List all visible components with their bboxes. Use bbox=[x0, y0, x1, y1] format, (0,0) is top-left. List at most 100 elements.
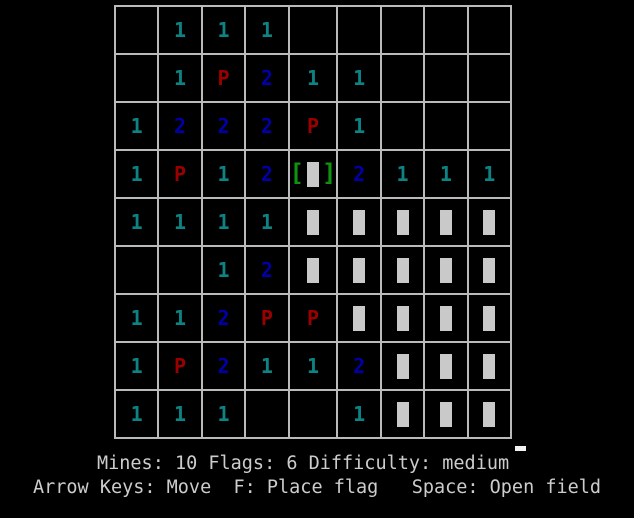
flag-marker: P bbox=[174, 354, 187, 378]
cell-r4c7[interactable]: 1 bbox=[381, 151, 424, 197]
cell-r1c5[interactable] bbox=[289, 7, 337, 53]
cell-r9c4[interactable] bbox=[246, 391, 288, 437]
cell-r4c6[interactable]: 2 bbox=[338, 151, 380, 197]
cell-r4c1[interactable]: 1 bbox=[116, 151, 158, 197]
cell-r3c2[interactable]: 2 bbox=[159, 103, 201, 149]
unopened-block bbox=[483, 257, 496, 283]
mine-count-1: 1 bbox=[353, 66, 366, 90]
cell-r5c7[interactable] bbox=[381, 199, 424, 245]
cell-r7c7[interactable] bbox=[381, 295, 424, 341]
cell-r8c6[interactable]: 2 bbox=[338, 343, 380, 389]
cell-r6c9[interactable] bbox=[468, 247, 510, 293]
cell-r2c9[interactable] bbox=[468, 55, 510, 101]
cell-r2c8[interactable] bbox=[425, 55, 467, 101]
cell-r6c2[interactable] bbox=[159, 247, 201, 293]
cell-r1c7[interactable] bbox=[381, 7, 424, 53]
cell-r8c7[interactable] bbox=[381, 343, 424, 389]
cell-r6c3[interactable]: 1 bbox=[202, 247, 245, 293]
cell-r4c8[interactable]: 1 bbox=[425, 151, 467, 197]
cell-r6c6[interactable] bbox=[338, 247, 380, 293]
cell-r1c1[interactable] bbox=[116, 7, 158, 53]
cell-r8c1[interactable]: 1 bbox=[116, 343, 158, 389]
cell-r3c9[interactable] bbox=[468, 103, 510, 149]
cell-r4c3[interactable]: 1 bbox=[202, 151, 245, 197]
cell-r7c8[interactable] bbox=[425, 295, 467, 341]
cell-r3c4[interactable]: 2 bbox=[246, 103, 288, 149]
cell-r6c4[interactable]: 2 bbox=[246, 247, 288, 293]
cell-r7c5[interactable]: P bbox=[289, 295, 337, 341]
cell-r2c3[interactable]: P bbox=[202, 55, 245, 101]
cell-r9c3[interactable]: 1 bbox=[202, 391, 245, 437]
cell-r8c4[interactable]: 1 bbox=[246, 343, 288, 389]
cell-r8c9[interactable] bbox=[468, 343, 510, 389]
cell-r2c1[interactable] bbox=[116, 55, 158, 101]
cell-r3c6[interactable]: 1 bbox=[338, 103, 380, 149]
cell-r2c7[interactable] bbox=[381, 55, 424, 101]
cell-r9c7[interactable] bbox=[381, 391, 424, 437]
cell-r4c9[interactable]: 1 bbox=[468, 151, 510, 197]
unopened-block bbox=[353, 305, 366, 331]
cell-r4c2[interactable]: P bbox=[159, 151, 201, 197]
cell-r2c4[interactable]: 2 bbox=[246, 55, 288, 101]
cell-r5c1[interactable]: 1 bbox=[116, 199, 158, 245]
cell-r6c1[interactable] bbox=[116, 247, 158, 293]
unopened-block bbox=[439, 209, 452, 235]
cell-r8c2[interactable]: P bbox=[159, 343, 201, 389]
cell-r1c6[interactable] bbox=[338, 7, 380, 53]
cell-r8c3[interactable]: 2 bbox=[202, 343, 245, 389]
cell-r5c5[interactable] bbox=[289, 199, 337, 245]
cell-r6c8[interactable] bbox=[425, 247, 467, 293]
mine-count-1: 1 bbox=[260, 210, 273, 234]
cell-r4c5[interactable]: [] bbox=[289, 151, 337, 197]
cell-r5c9[interactable] bbox=[468, 199, 510, 245]
cell-r3c8[interactable] bbox=[425, 103, 467, 149]
mine-count-1: 1 bbox=[174, 306, 187, 330]
cell-r2c5[interactable]: 1 bbox=[289, 55, 337, 101]
cell-r1c3[interactable]: 1 bbox=[202, 7, 245, 53]
cell-r3c1[interactable]: 1 bbox=[116, 103, 158, 149]
cell-r5c6[interactable] bbox=[338, 199, 380, 245]
cell-r9c8[interactable] bbox=[425, 391, 467, 437]
cell-r9c1[interactable]: 1 bbox=[116, 391, 158, 437]
cell-r3c7[interactable] bbox=[381, 103, 424, 149]
cell-r5c3[interactable]: 1 bbox=[202, 199, 245, 245]
cell-r6c5[interactable] bbox=[289, 247, 337, 293]
unopened-block bbox=[307, 257, 319, 283]
cell-r9c9[interactable] bbox=[468, 391, 510, 437]
cell-r2c6[interactable]: 1 bbox=[338, 55, 380, 101]
flag-marker: P bbox=[306, 114, 320, 138]
cell-r1c2[interactable]: 1 bbox=[159, 7, 201, 53]
cell-r1c9[interactable] bbox=[468, 7, 510, 53]
cell-r8c8[interactable] bbox=[425, 343, 467, 389]
cell-r7c2[interactable]: 1 bbox=[159, 295, 201, 341]
cell-r7c4[interactable]: P bbox=[246, 295, 288, 341]
cell-r5c4[interactable]: 1 bbox=[246, 199, 288, 245]
unopened-block bbox=[483, 209, 496, 235]
cell-r9c2[interactable]: 1 bbox=[159, 391, 201, 437]
cell-r4c4[interactable]: 2 bbox=[246, 151, 288, 197]
cell-r7c3[interactable]: 2 bbox=[202, 295, 245, 341]
unopened-block bbox=[439, 305, 452, 331]
unopened-block bbox=[483, 305, 496, 331]
cell-r7c1[interactable]: 1 bbox=[116, 295, 158, 341]
cell-r1c8[interactable] bbox=[425, 7, 467, 53]
player-cursor: [] bbox=[289, 159, 336, 187]
mine-count-1: 1 bbox=[483, 162, 496, 186]
cell-r3c5[interactable]: P bbox=[289, 103, 337, 149]
cell-r8c5[interactable]: 1 bbox=[289, 343, 337, 389]
cell-r7c9[interactable] bbox=[468, 295, 510, 341]
mine-count-2: 2 bbox=[260, 162, 273, 186]
flag-marker: P bbox=[306, 306, 320, 330]
cell-r5c8[interactable] bbox=[425, 199, 467, 245]
cell-r6c7[interactable] bbox=[381, 247, 424, 293]
cell-r5c2[interactable]: 1 bbox=[159, 199, 201, 245]
cell-r9c5[interactable] bbox=[289, 391, 337, 437]
cursor-left-bracket: [ bbox=[289, 159, 304, 187]
cell-r3c3[interactable]: 2 bbox=[202, 103, 245, 149]
mine-count-2: 2 bbox=[217, 306, 230, 330]
cell-r1c4[interactable]: 1 bbox=[246, 7, 288, 53]
cell-r9c6[interactable]: 1 bbox=[338, 391, 380, 437]
mine-count-1: 1 bbox=[353, 114, 366, 138]
cell-r7c6[interactable] bbox=[338, 295, 380, 341]
cell-r2c2[interactable]: 1 bbox=[159, 55, 201, 101]
